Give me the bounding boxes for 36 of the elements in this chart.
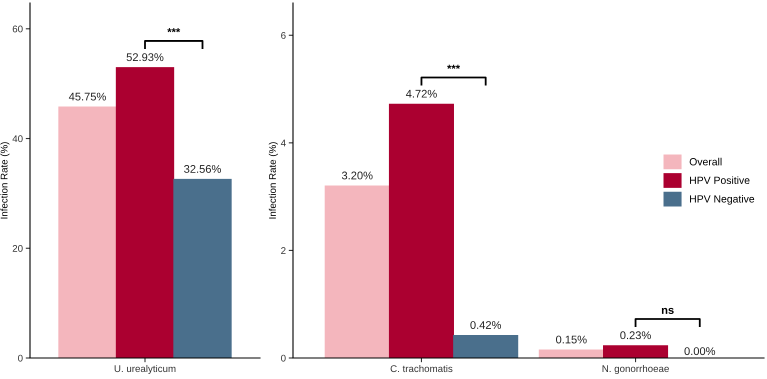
data-label: 0.15% [556, 336, 587, 344]
bar [538, 350, 604, 358]
bar [173, 178, 232, 358]
annotation: *** [447, 64, 460, 69]
data-label: 45.75% [68, 92, 106, 101]
y-tick-label: 20 [12, 244, 23, 252]
data-label: 0.00% [684, 347, 716, 356]
y-axis-title: Infection Rate (%) [0, 142, 10, 219]
y-tick-label: 0 [281, 354, 286, 362]
data-label: 32.56% [184, 165, 221, 173]
bar [453, 334, 518, 358]
legend-label: HPV Negative [690, 194, 754, 205]
y-tick-label: 6 [281, 32, 286, 39]
data-label: 0.42% [470, 321, 502, 329]
data-label: 52.93% [126, 53, 164, 62]
y-tick-label: 4 [280, 140, 286, 146]
bar [116, 67, 174, 358]
y-axis-title: Infection Rate (%) [268, 142, 278, 219]
data-label: 4.72% [406, 90, 437, 98]
legend-label: Overall [690, 158, 722, 166]
bar [58, 106, 117, 358]
y-tick-label: 0 [18, 354, 23, 362]
legend-label: HPV Positive [690, 176, 750, 184]
x-tick-label: U. urealyticum [114, 364, 176, 374]
bar [324, 185, 390, 358]
annotation: *** [167, 28, 180, 32]
data-label: 3.20% [342, 172, 373, 180]
y-tick-label: 40 [12, 135, 23, 142]
x-tick-label: C. trachomatis [390, 364, 452, 372]
y-tick-label: 2 [281, 247, 286, 254]
bar [388, 104, 454, 358]
bar [603, 345, 668, 358]
annotation: ns [662, 308, 674, 314]
data-label: 0.23% [620, 331, 651, 340]
x-tick-label: N. gonorrhoeae [602, 364, 669, 374]
y-tick-label: 60 [12, 26, 23, 32]
